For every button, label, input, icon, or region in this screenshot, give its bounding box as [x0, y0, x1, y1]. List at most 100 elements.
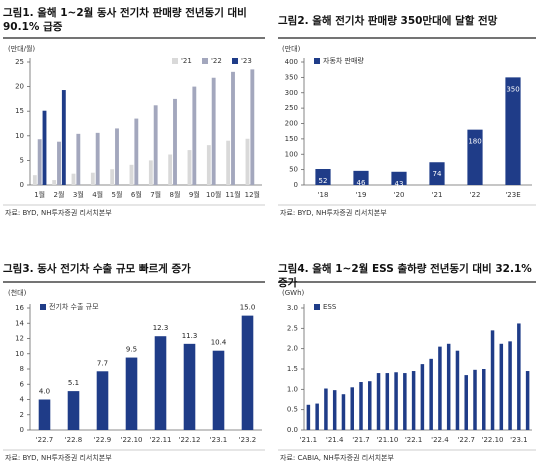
- bar: [467, 129, 483, 185]
- x-tick-label: 3월: [73, 190, 84, 199]
- bar: [482, 369, 486, 430]
- bar: [391, 171, 407, 185]
- x-tick-label: '21.10: [376, 436, 398, 444]
- y-tick-label: 350: [285, 73, 298, 81]
- bar: [517, 323, 521, 430]
- legend-swatch: [314, 304, 320, 310]
- bar: [206, 145, 211, 185]
- bar: [499, 343, 504, 430]
- bar: [52, 180, 57, 185]
- unit-label: (천대): [8, 288, 27, 297]
- bar: [115, 128, 119, 185]
- bar: [446, 343, 451, 430]
- bar: [61, 90, 66, 185]
- bar: [173, 98, 177, 185]
- legend-label: ESS: [323, 303, 337, 311]
- chart-title: 그림2. 올해 전기차 판매량 350만대에 달할 전망: [278, 15, 498, 27]
- legend-label: '21: [181, 57, 192, 65]
- y-tick-label: 0.5: [287, 406, 298, 414]
- data-label: 180: [468, 138, 481, 146]
- bar: [359, 382, 363, 430]
- bar: [57, 141, 61, 185]
- data-label: 9.5: [126, 346, 137, 354]
- y-tick-label: 4: [20, 396, 25, 404]
- legend-label: '23: [241, 57, 252, 65]
- bar: [71, 173, 76, 185]
- bar: [315, 403, 319, 430]
- bar: [192, 86, 197, 185]
- x-tick-label: 8월: [170, 190, 181, 199]
- legend-swatch: [232, 58, 238, 64]
- y-tick-label: 6: [20, 380, 25, 388]
- data-label: 52: [319, 177, 328, 185]
- bar: [129, 164, 134, 185]
- unit-label: (GWh): [282, 289, 305, 297]
- x-tick-label: 9월: [189, 190, 200, 199]
- bar: [212, 350, 225, 430]
- data-label: 74: [433, 170, 442, 178]
- x-tick-label: '22.1: [405, 436, 423, 444]
- chart-title: 그림4. 올해 1~2월 ESS 출하량 전년동기 대비 32.1% 증가: [278, 263, 532, 289]
- x-tick-label: '22.11: [150, 436, 172, 444]
- source: 자료: CABIA, NH투자증권 리서치본부: [280, 453, 394, 462]
- bar: [250, 69, 255, 185]
- legend-swatch: [40, 304, 46, 310]
- legend-swatch: [172, 58, 178, 64]
- bar: [505, 77, 521, 185]
- legend-label: 자동차 판매량: [323, 56, 364, 65]
- bar: [429, 162, 445, 185]
- bar: [525, 371, 530, 430]
- legend-swatch: [202, 58, 208, 64]
- bar: [211, 77, 216, 185]
- y-tick-label: 15: [15, 107, 24, 115]
- bar: [168, 154, 173, 185]
- bar: [32, 175, 37, 185]
- bar: [350, 387, 354, 430]
- y-tick-label: 1.0: [287, 385, 298, 393]
- y-tick-label: 2.0: [287, 345, 298, 353]
- legend-label: 전기차 수출 규모: [49, 302, 99, 311]
- bar: [490, 330, 495, 430]
- bar: [411, 371, 416, 430]
- bar: [37, 139, 42, 185]
- x-tick-label: 12월: [245, 190, 260, 199]
- data-label: 15.0: [240, 304, 256, 312]
- y-tick-label: 0: [294, 181, 298, 189]
- x-tick-label: 4월: [92, 190, 103, 199]
- bar: [183, 343, 196, 430]
- y-tick-label: 50: [289, 166, 298, 174]
- legend-label: '22: [211, 57, 222, 65]
- source: 자료: BYD, NH투자증권 리서치본부: [5, 208, 112, 217]
- x-tick-label: '22.7: [36, 436, 54, 444]
- x-tick-label: '22.7: [457, 436, 475, 444]
- y-tick-label: 1.5: [287, 365, 298, 373]
- chart-title: 그림3. 동사 전기차 수출 규모 빠르게 증가: [3, 263, 191, 275]
- bar: [110, 169, 115, 185]
- y-tick-label: 0: [20, 426, 24, 434]
- chart-title: 그림1. 올해 1~2월 동사 전기차 판매량 전년동기 대비 90.1% 급증: [3, 7, 247, 33]
- bar: [353, 170, 369, 185]
- x-tick-label: 6월: [131, 190, 142, 199]
- bar: [368, 381, 372, 430]
- bar: [42, 110, 47, 185]
- y-tick-label: 200: [285, 120, 298, 128]
- bar: [455, 350, 460, 430]
- data-label: 10.4: [211, 339, 227, 347]
- bar: [332, 390, 337, 430]
- bar: [125, 357, 138, 430]
- bar: [376, 373, 381, 430]
- y-tick-label: 0.0: [287, 426, 298, 434]
- x-tick-label: '21.1: [300, 436, 318, 444]
- bar: [154, 336, 167, 430]
- x-tick-label: '22.10: [482, 436, 504, 444]
- y-tick-label: 300: [285, 89, 298, 97]
- bar: [38, 399, 51, 430]
- bar: [508, 341, 512, 430]
- bar: [438, 346, 442, 430]
- bar: [153, 105, 158, 185]
- y-tick-label: 16: [15, 304, 24, 312]
- bar: [134, 118, 139, 185]
- bar: [76, 133, 81, 185]
